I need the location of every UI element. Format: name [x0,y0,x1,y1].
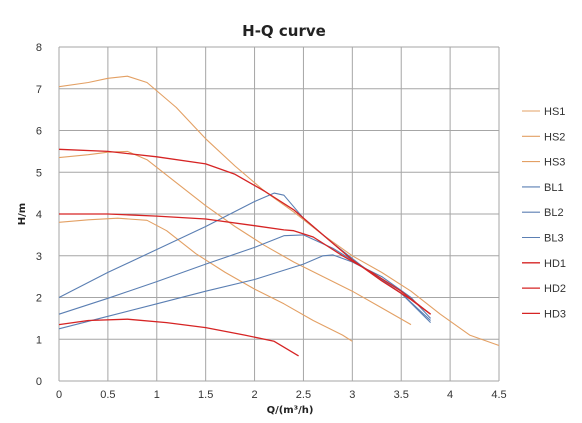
y-tick-label-2: 2 [36,293,42,305]
x-tick-label-3: 1.5 [198,389,213,401]
x-tick-label-1: 0.5 [100,389,115,401]
x-tick-label-2: 1 [154,389,160,401]
y-axis-label: H/m [17,203,28,225]
x-tick-label-4: 2 [251,389,257,401]
chart-title: H-Q curve [242,22,326,40]
y-tick-labels: 0 1 2 3 4 5 6 7 8 [36,42,42,388]
y-tick-label-5: 5 [36,167,42,179]
legend: HS1 HS2 HS3 BL1 BL2 BL3 HD1 HD2 HD3 [522,106,566,320]
series-line-bl3 [58,254,432,330]
legend-label-bl1: BL1 [544,182,564,194]
x-tick-label-6: 3 [349,389,355,401]
x-tick-label-8: 4 [447,389,453,401]
series-line-hd3 [58,318,299,357]
y-tick-label-6: 6 [36,126,42,138]
legend-label-bl3: BL3 [544,233,564,245]
legend-label-hs3: HS3 [544,157,565,169]
series-line-hs3 [58,217,353,342]
grid-lines [58,46,500,382]
legend-label-hs1: HS1 [544,106,565,118]
series-lines [58,75,500,357]
legend-label-bl2: BL2 [544,207,564,219]
legend-label-hd3: HD3 [544,308,566,320]
legend-label-hd1: HD1 [544,258,566,270]
y-tick-label-3: 3 [36,251,42,263]
legend-label-hd2: HD2 [544,283,566,295]
x-axis-label: Q/(m³/h) [267,405,314,416]
x-tick-labels: 0 0.5 1 1.5 2 2.5 3 3.5 4 4.5 [56,389,507,401]
x-tick-label-0: 0 [56,389,62,401]
y-tick-label-0: 0 [36,376,42,388]
y-tick-label-7: 7 [36,84,42,96]
y-tick-label-4: 4 [36,209,42,221]
y-tick-label-8: 8 [36,42,42,54]
x-tick-label-5: 2.5 [296,389,311,401]
legend-label-hs2: HS2 [544,131,565,143]
x-tick-label-9: 4.5 [491,389,506,401]
x-tick-label-7: 3.5 [394,389,409,401]
y-tick-label-1: 1 [36,334,42,346]
series-line-hd1 [58,148,431,315]
series-line-hd2 [59,213,432,315]
